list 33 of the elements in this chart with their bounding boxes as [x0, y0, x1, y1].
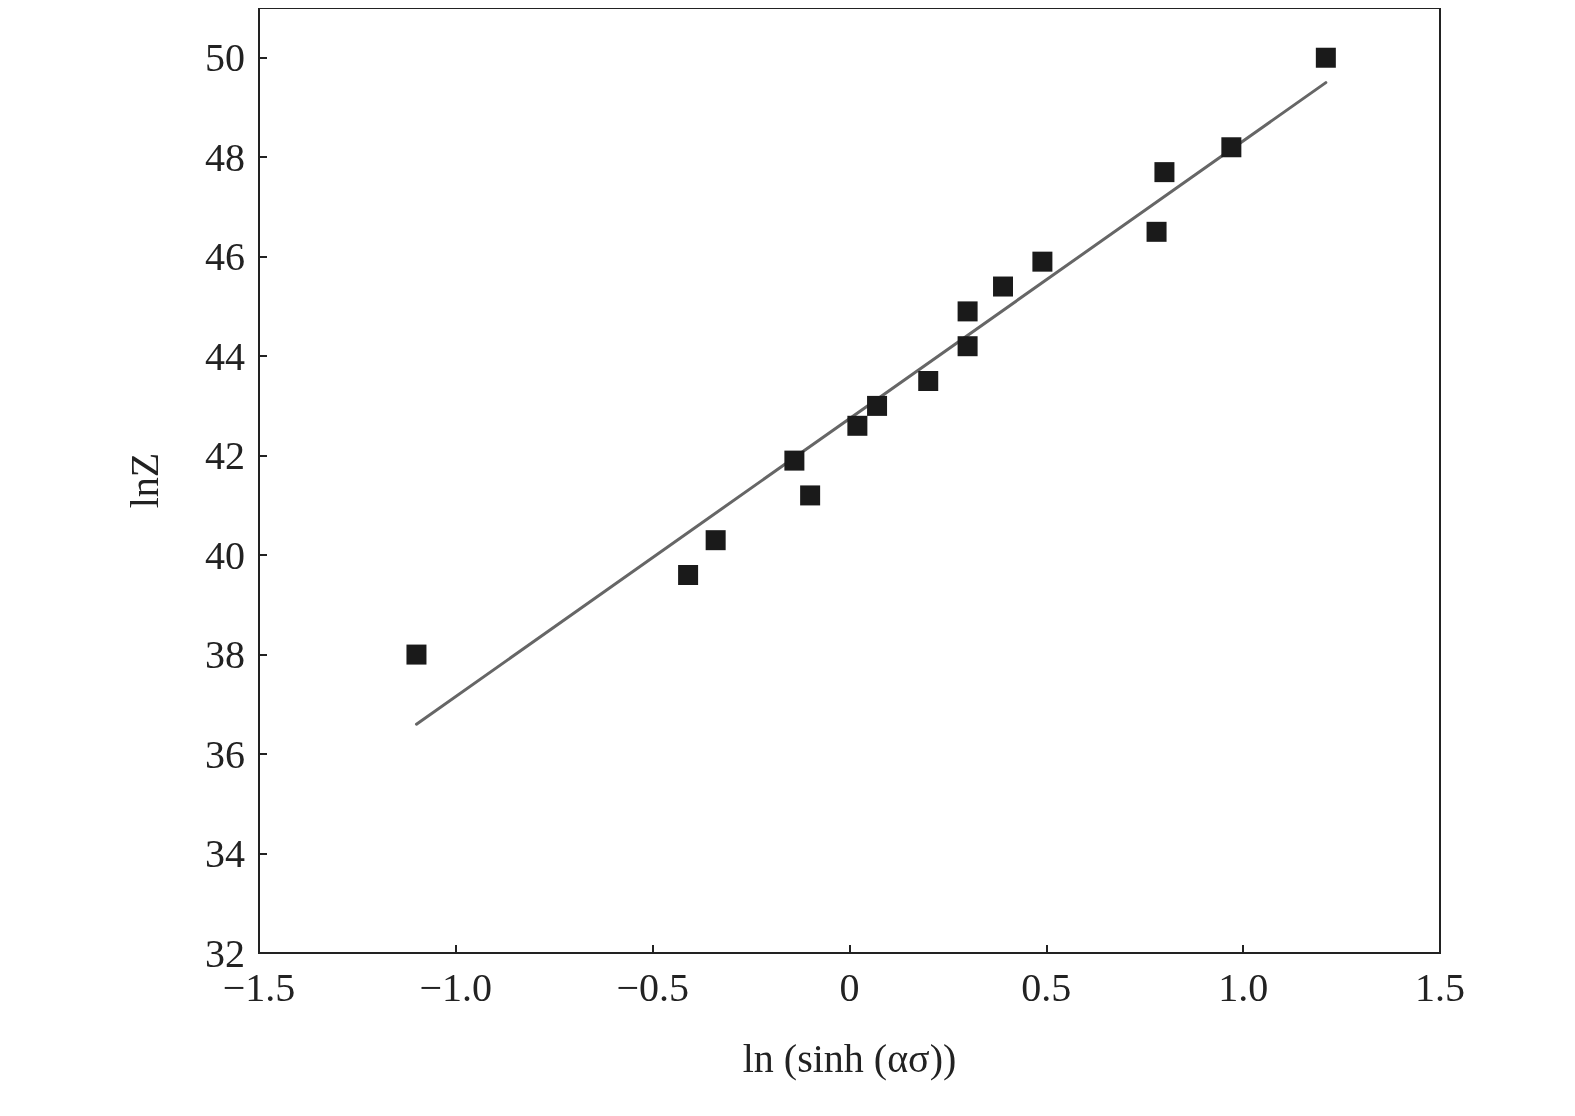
- x-tick-label: 1.5: [1415, 964, 1465, 1010]
- y-tick-label: 42: [205, 433, 245, 479]
- point: [784, 450, 805, 471]
- x-axis-title: ln (sinh (ασ)): [742, 1035, 957, 1081]
- point: [957, 336, 978, 357]
- y-tick-label: 44: [205, 333, 245, 379]
- y-tick-label: 46: [205, 234, 245, 280]
- point: [1315, 47, 1336, 68]
- point: [1032, 251, 1053, 272]
- point: [867, 395, 888, 416]
- point: [800, 485, 821, 506]
- y-tick-label: 40: [205, 532, 245, 578]
- point: [1154, 162, 1175, 183]
- y-tick-label: 36: [205, 731, 245, 777]
- point: [1146, 221, 1167, 242]
- point: [1221, 137, 1242, 158]
- y-axis-title: lnZ: [121, 452, 167, 509]
- point: [705, 530, 726, 551]
- y-tick-label: 38: [205, 632, 245, 678]
- x-tick-label: −1.0: [419, 964, 493, 1010]
- x-tick-label: 0.5: [1021, 964, 1072, 1010]
- point: [918, 371, 939, 392]
- y-tick-label: 34: [205, 831, 245, 877]
- point: [678, 565, 699, 585]
- x-tick-label: 1.0: [1218, 964, 1269, 1010]
- point: [406, 644, 427, 665]
- point: [847, 415, 868, 436]
- x-tick-label: 0: [839, 964, 860, 1010]
- y-tick-label: 50: [205, 35, 245, 81]
- y-tick-label: 48: [205, 134, 245, 180]
- x-tick-label: −0.5: [616, 964, 689, 1010]
- point: [993, 276, 1014, 297]
- point: [957, 301, 978, 322]
